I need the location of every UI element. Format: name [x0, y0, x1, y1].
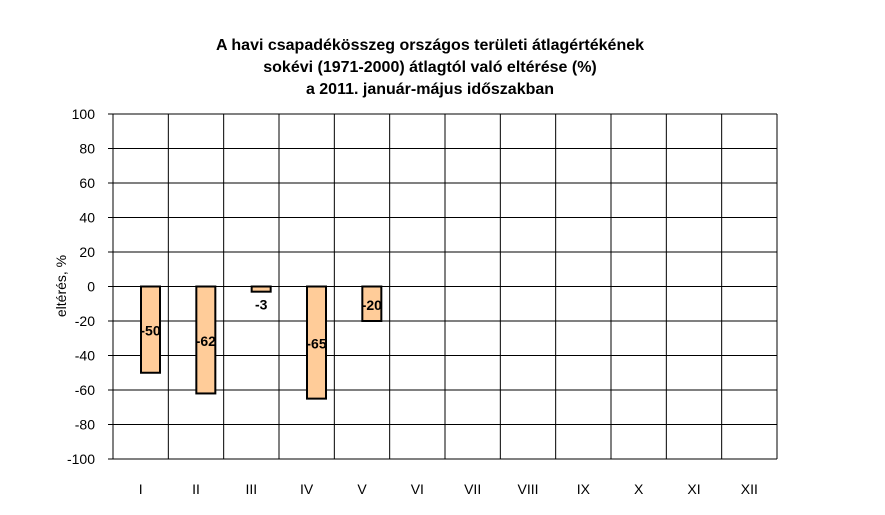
x-tick-label: X	[634, 481, 644, 497]
x-tick-label: VI	[411, 481, 424, 497]
x-tick-label: II	[192, 481, 200, 497]
x-tick-label: XI	[687, 481, 700, 497]
bar	[306, 285, 327, 400]
y-tick-label: -80	[75, 417, 95, 433]
grid	[108, 113, 778, 460]
y-tick-label: 100	[72, 106, 96, 122]
bar	[250, 285, 272, 293]
bar	[361, 285, 383, 322]
data-label: -62	[196, 333, 216, 349]
x-tick-label: VII	[464, 481, 481, 497]
x-tick-label: XII	[741, 481, 758, 497]
bar	[140, 285, 161, 374]
chart-title-line-1: A havi csapadékösszeg országos területi …	[216, 37, 644, 54]
y-tick-label: 20	[79, 244, 95, 260]
x-tick-label: VIII	[517, 481, 538, 497]
y-tick-label: -40	[75, 348, 95, 364]
data-label: -50	[140, 323, 160, 339]
y-tick-label: -60	[75, 382, 95, 398]
y-axis-label: eltérés, %	[53, 255, 69, 317]
data-label: -3	[255, 297, 268, 313]
bar	[195, 285, 217, 395]
x-tick-label: I	[139, 481, 143, 497]
y-tick-label: 40	[79, 210, 95, 226]
y-tick-label: 60	[79, 175, 95, 191]
data-label: -65	[306, 336, 326, 352]
bars	[140, 285, 383, 400]
x-tick-label: IX	[577, 481, 591, 497]
x-tick-label: IV	[300, 481, 314, 497]
x-tick-label: III	[245, 481, 257, 497]
y-tick-label: -20	[75, 313, 95, 329]
y-tick-label: 80	[79, 141, 95, 157]
chart-title-line-3: a 2011. január-május időszakban	[306, 81, 554, 98]
chart-title-line-2: sokévi (1971-2000) átlagtól való eltérés…	[263, 59, 597, 76]
y-tick-label: -100	[67, 451, 95, 467]
labels: 100 80 60 40 20 0 -20 -40 -60 -80 -100 I -50 II -62 III…	[67, 106, 758, 497]
y-tick-label: 0	[87, 279, 95, 295]
data-label: -20	[362, 297, 382, 313]
x-tick-label: V	[357, 481, 367, 497]
